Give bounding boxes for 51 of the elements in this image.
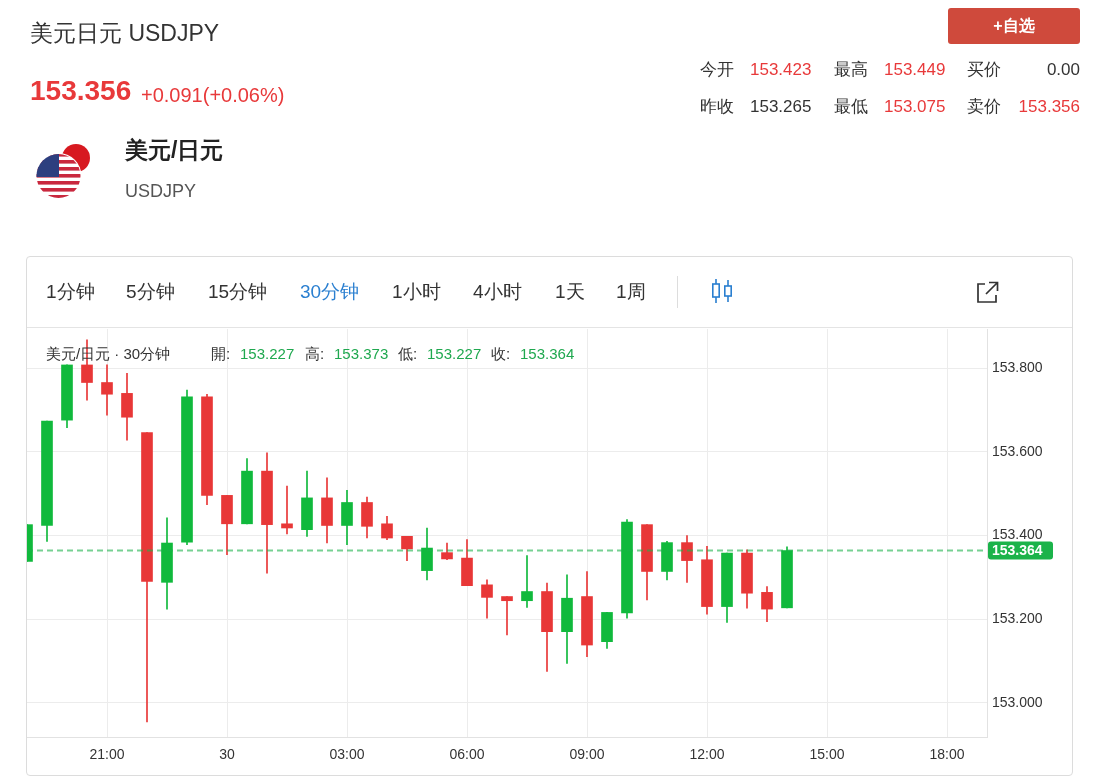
text: 今开: [700, 59, 734, 80]
text: 卖价: [967, 96, 1001, 117]
text: 0.00: [1046, 59, 1080, 80]
text: 153.356: [30, 74, 132, 108]
annotation: 153.227: [240, 344, 295, 363]
y-tick-label: 153.600: [992, 442, 1043, 459]
text: 1周: [616, 280, 646, 304]
y-tick-label: 153.400: [992, 526, 1043, 543]
text: 153.449: [884, 59, 946, 80]
annotation: 收:: [491, 344, 511, 363]
annotation: 153.227: [427, 344, 482, 363]
text: 1天: [555, 280, 585, 304]
annotation: 153.364: [520, 344, 575, 363]
text: 1分钟: [46, 280, 95, 304]
x-tick-label: 15:00: [809, 746, 845, 763]
text: USDJPY: [125, 180, 197, 203]
annotation: 開:: [211, 344, 231, 363]
text: 4小时: [473, 280, 522, 304]
text: 昨收: [700, 96, 734, 117]
candlestick: [521, 555, 533, 608]
ref-line-label: 153.364: [992, 542, 1043, 559]
text: 15分钟: [208, 280, 268, 304]
text: 1小时: [392, 280, 441, 304]
text: 153.075: [884, 96, 946, 117]
text: 最低: [834, 96, 868, 117]
x-tick-label: 06:00: [449, 746, 485, 763]
text: 美元/日元: [125, 136, 224, 165]
candlestick: [501, 596, 513, 636]
y-tick-label: 153.000: [992, 693, 1043, 710]
text: +0.091(+0.06%): [141, 83, 285, 108]
text: 153.423: [750, 59, 812, 80]
x-tick-label: 12:00: [689, 746, 725, 763]
x-tick-label: 30: [219, 746, 235, 763]
annotation: 低:: [398, 344, 418, 363]
y-tick-label: 153.200: [992, 609, 1043, 626]
x-tick-label: 03:00: [329, 746, 365, 763]
text: 30分钟: [300, 280, 360, 304]
text: 153.356: [1018, 96, 1080, 117]
x-tick-label: 09:00: [569, 746, 605, 763]
text: 买价: [967, 59, 1001, 80]
text: 5分钟: [126, 280, 175, 304]
annotation: 高:: [305, 344, 325, 363]
text: 最高: [834, 59, 868, 80]
chart-title: 美元日元 USDJPY: [30, 19, 220, 48]
text: 153.265: [750, 96, 812, 117]
x-tick-label: 18:00: [929, 746, 965, 763]
y-tick-label: 153.800: [992, 359, 1043, 376]
candlestick: [281, 485, 293, 535]
x-tick-label: 21:00: [89, 746, 125, 763]
annotation: 153.373: [334, 344, 389, 363]
text: +自选: [993, 16, 1035, 36]
